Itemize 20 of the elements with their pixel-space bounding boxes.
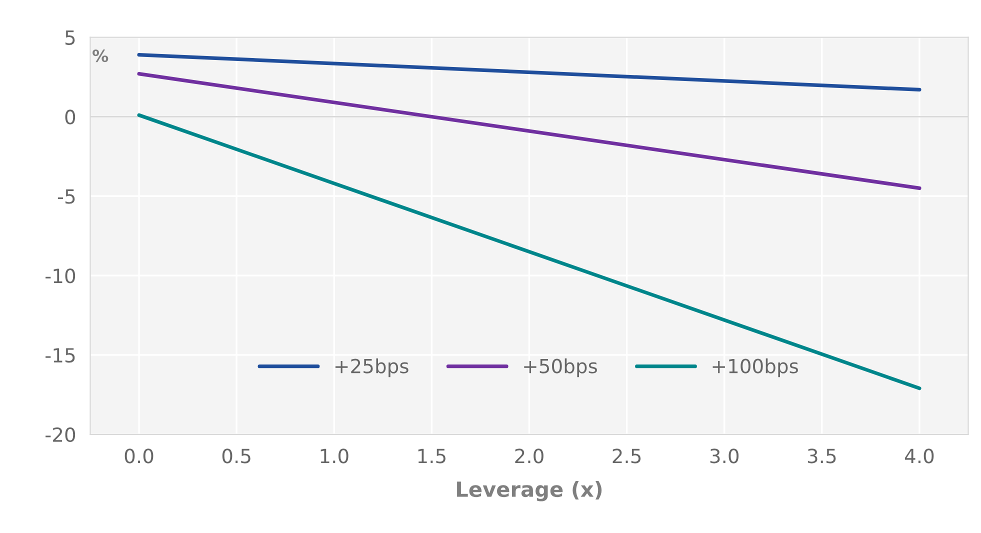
x-tick-label: 3.0 bbox=[710, 448, 739, 464]
x-tick-label: 0.0 bbox=[124, 448, 154, 464]
legend-label: +25bps bbox=[336, 358, 408, 378]
x-tick-label: 1.5 bbox=[418, 448, 446, 464]
x-tick-label: 2.0 bbox=[515, 448, 544, 464]
legend-label: +50bps bbox=[524, 358, 597, 378]
y-axis-title: % bbox=[92, 50, 108, 62]
y-tick-label: -10 bbox=[46, 268, 76, 284]
legend-label: +100bps bbox=[712, 358, 798, 378]
x-tick-label: 0.5 bbox=[222, 448, 250, 464]
x-tick-label: 1.0 bbox=[320, 448, 348, 464]
y-tick-label: 5 bbox=[65, 30, 75, 45]
x-axis-title: Leverage (x) bbox=[457, 480, 602, 502]
x-tick-label: 4.0 bbox=[904, 448, 934, 464]
y-tick-label: -5 bbox=[58, 189, 75, 204]
y-tick-label: -15 bbox=[46, 348, 75, 363]
y-tick-label: 0 bbox=[65, 110, 76, 124]
x-tick-label: 3.5 bbox=[808, 448, 836, 464]
x-tick-label: 2.5 bbox=[612, 448, 641, 464]
y-tick-label: -20 bbox=[46, 427, 76, 442]
